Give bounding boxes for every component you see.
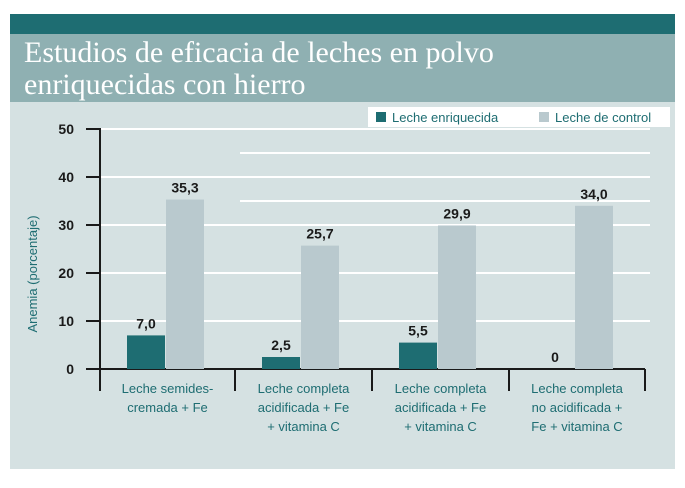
data-label: 34,0 — [580, 186, 607, 202]
bar-control — [438, 225, 476, 369]
chart-panel: Estudios de eficacia de leches en polvo … — [10, 14, 675, 469]
legend-label: Leche de control — [555, 110, 651, 125]
bar-control — [166, 199, 204, 369]
y-axis-label: Anemia (porcentaje) — [25, 215, 40, 332]
y-tick-label: 0 — [66, 361, 74, 377]
bar-enriquecida — [127, 335, 165, 369]
bar-enriquecida — [262, 357, 300, 369]
bar-control — [575, 205, 613, 369]
x-category-label: Fe + vitamina C — [531, 419, 622, 434]
x-category-label: Leche completa — [531, 381, 624, 396]
chart-title: Estudios de eficacia de leches en polvo … — [24, 36, 494, 101]
data-label: 5,5 — [408, 323, 428, 339]
data-label: 29,9 — [443, 205, 470, 221]
data-label: 7,0 — [136, 315, 156, 331]
x-category-label: no acidificada + — [532, 400, 623, 415]
legend — [368, 107, 670, 127]
x-category-label: Leche semides- — [122, 381, 214, 396]
y-tick-label: 10 — [58, 313, 74, 329]
data-label: 25,7 — [306, 226, 333, 242]
bar-chart: 0 10 20 30 40 50 Anemia (porcentaje) 7,0 35,3 Lec… — [25, 107, 670, 434]
x-category-label: + vitamina C — [404, 419, 477, 434]
x-category-label: acidificada + Fe — [395, 400, 486, 415]
header-accent-bar — [10, 14, 675, 34]
y-tick-label: 40 — [58, 169, 74, 185]
legend-swatch — [376, 112, 386, 122]
legend-label: Leche enriquecida — [392, 110, 499, 125]
x-category-label: Leche completa — [258, 381, 351, 396]
data-label: 0 — [551, 349, 559, 365]
y-tick-label: 30 — [58, 217, 74, 233]
legend-swatch — [539, 112, 549, 122]
x-category-label: + vitamina C — [267, 419, 340, 434]
title-banner: Estudios de eficacia de leches en polvo … — [10, 34, 675, 102]
data-label: 35,3 — [171, 180, 198, 196]
y-tick-label: 20 — [58, 265, 74, 281]
y-tick-label: 50 — [58, 121, 74, 137]
data-label: 2,5 — [271, 337, 291, 353]
bar-enriquecida — [399, 342, 437, 369]
x-category-label: Leche completa — [395, 381, 488, 396]
x-category-label: cremada + Fe — [127, 400, 208, 415]
bar-control — [301, 245, 339, 369]
x-category-label: acidificada + Fe — [258, 400, 349, 415]
